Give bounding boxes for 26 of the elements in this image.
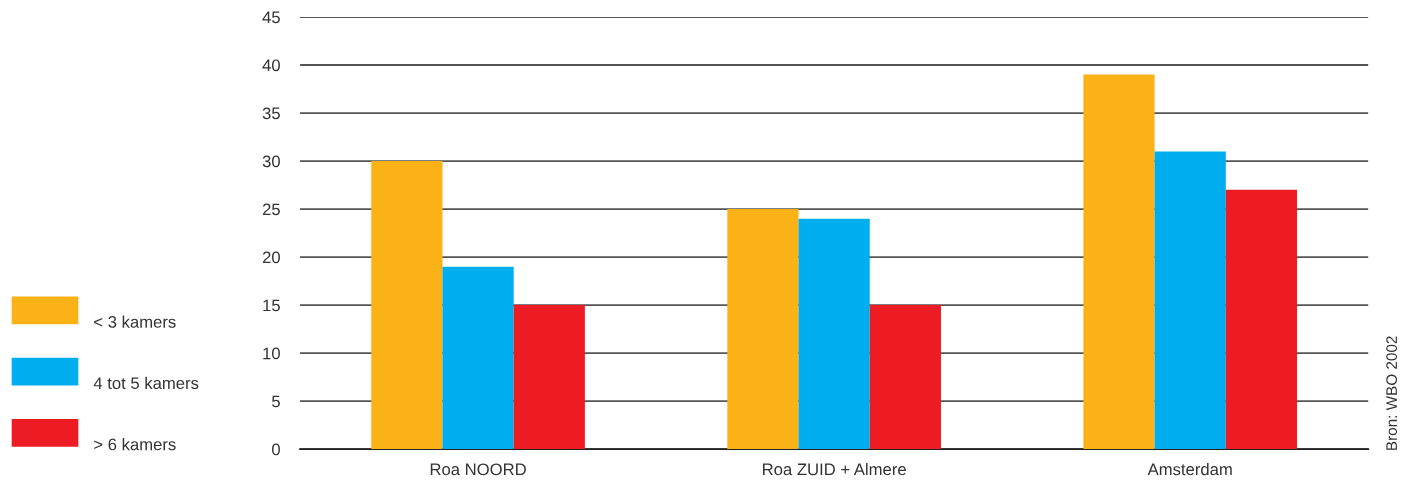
y-tick-label: 30 bbox=[262, 155, 280, 168]
bar bbox=[1083, 74, 1155, 450]
bar bbox=[727, 209, 799, 450]
y-tick-label: 15 bbox=[263, 299, 280, 312]
y-tick-label: 40 bbox=[262, 59, 280, 72]
bar bbox=[869, 305, 941, 450]
x-tick-label: Roa NOORD bbox=[430, 463, 526, 476]
bar bbox=[1225, 189, 1298, 450]
y-tick-label: 25 bbox=[262, 203, 280, 216]
y-tick-label: 10 bbox=[263, 347, 280, 360]
bar bbox=[798, 218, 870, 450]
text: Bron: WBO 2002 bbox=[1386, 336, 1398, 450]
legend-label: 4 tot 5 kamers bbox=[93, 376, 199, 390]
bar bbox=[442, 266, 514, 450]
x-tick-label: Roa ZUID + Almere bbox=[763, 463, 906, 476]
y-tick-label: 35 bbox=[262, 107, 280, 120]
x-tick-label: Amsterdam bbox=[1147, 463, 1232, 476]
legend-label: < 3 kamers bbox=[94, 315, 176, 328]
y-tick-label: 5 bbox=[272, 395, 280, 408]
y-tick-label: 0 bbox=[271, 443, 280, 456]
bar bbox=[1154, 151, 1226, 450]
bar bbox=[513, 305, 585, 450]
y-tick-label: 45 bbox=[262, 11, 280, 24]
bar bbox=[371, 161, 443, 450]
y-tick-label: 20 bbox=[262, 251, 280, 264]
legend-label: > 6 kamers bbox=[94, 438, 176, 451]
